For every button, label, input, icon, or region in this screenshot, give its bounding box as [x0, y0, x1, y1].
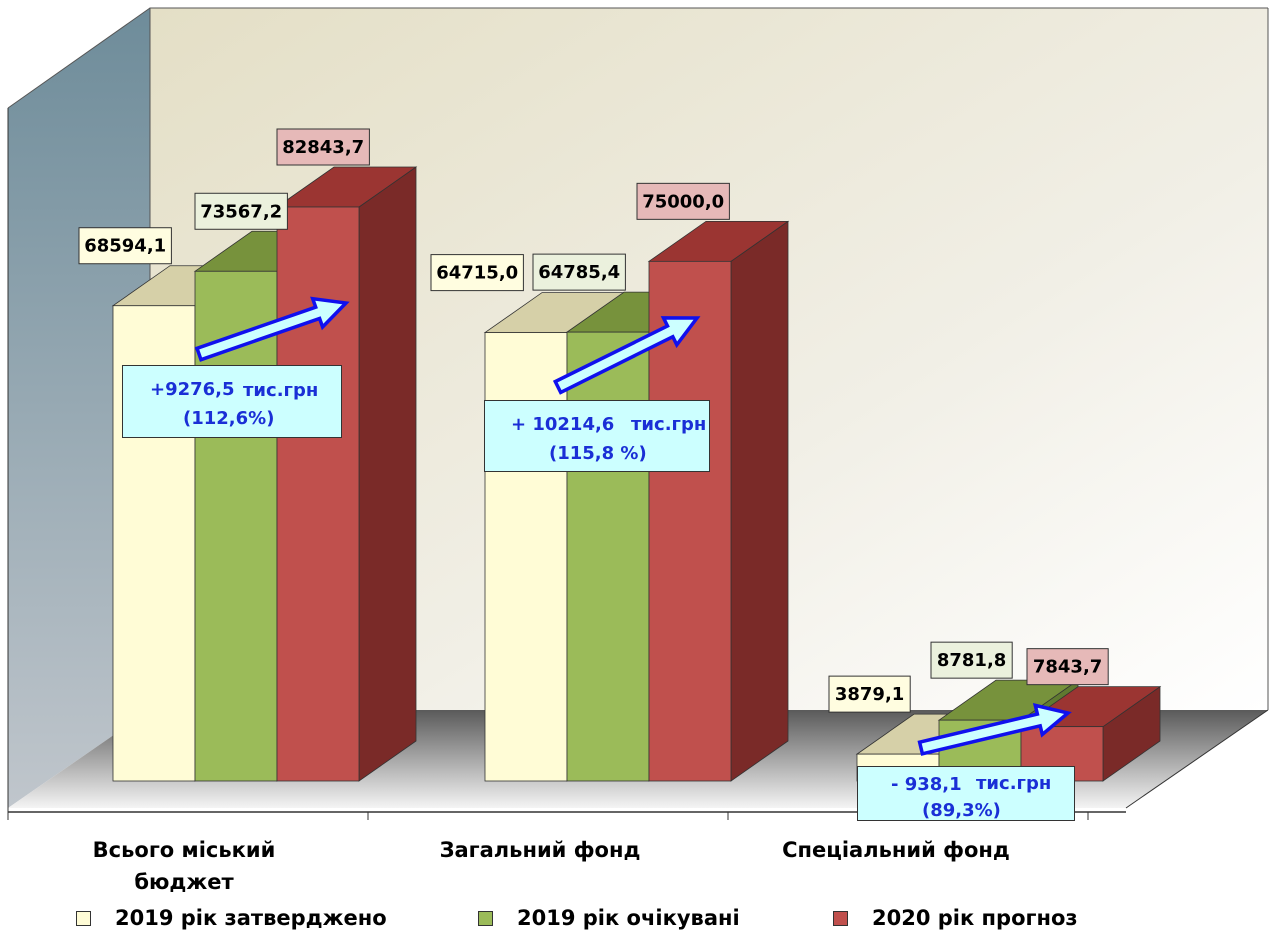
trend-arrow-3 [917, 703, 1072, 756]
annotation-change: +9276,5 [150, 379, 235, 400]
annotation-box-total: +9276,5 тис.грн (112,6%) [122, 365, 342, 438]
legend: 2019 рік затверджено 2019 рік очікувані … [0, 906, 1274, 940]
data-label: 82843,7 [276, 128, 370, 166]
svg-text:8781,8: 8781,8 [937, 650, 1006, 671]
bar-2-3 [647, 220, 790, 782]
category-label-total: Всього міський бюджет [92, 838, 276, 894]
data-label: 64785,4 [532, 253, 626, 291]
annotation-percent: (112,6%) [183, 408, 275, 429]
legend-swatch [833, 910, 848, 926]
legend-item-2019-expected: 2019 рік очікувані [478, 906, 740, 930]
annotation-percent: (89,3%) [922, 800, 1001, 821]
annotation-box-general: + 10214,6 тис.грн (115,8 %) [484, 400, 710, 472]
legend-label: 2019 рік затверджено [115, 906, 387, 930]
svg-text:75000,0: 75000,0 [642, 191, 724, 212]
annotation-change: + 10214,6 [511, 414, 615, 435]
data-label: 8781,8 [930, 641, 1013, 679]
trend-arrow-2 [552, 316, 701, 395]
annotation-percent: (115,8 %) [549, 443, 647, 464]
svg-text:73567,2: 73567,2 [200, 201, 282, 222]
trend-arrow-1 [194, 296, 350, 362]
data-label: 3879,1 [828, 675, 911, 713]
annotation-unit: тис.грн [243, 380, 319, 401]
legend-swatch [478, 910, 493, 926]
data-label: 75000,0 [636, 182, 730, 220]
legend-label: 2019 рік очікувані [517, 906, 740, 930]
legend-swatch [76, 910, 91, 926]
data-label: 73567,2 [194, 192, 288, 230]
category-label-general: Загальний фонд [439, 838, 641, 862]
svg-text:64715,0: 64715,0 [436, 263, 518, 284]
legend-item-2019-approved: 2019 рік затверджено [76, 906, 387, 930]
data-label: 64715,0 [430, 254, 524, 292]
annotation-box-special: - 938,1 тис.грн (89,3%) [857, 766, 1075, 821]
annotation-unit: тис.грн [976, 773, 1052, 794]
data-label: 7843,7 [1026, 648, 1109, 686]
svg-text:64785,4: 64785,4 [538, 262, 620, 283]
category-label-special: Спеціальний фонд [782, 838, 1010, 862]
legend-label: 2020 рік прогноз [872, 906, 1078, 930]
svg-text:82843,7: 82843,7 [282, 137, 364, 158]
annotation-change: - 938,1 [891, 774, 962, 795]
svg-text:3879,1: 3879,1 [835, 684, 904, 705]
annotation-unit: тис.грн [631, 414, 707, 435]
svg-text:68594,1: 68594,1 [84, 236, 166, 257]
svg-text:7843,7: 7843,7 [1033, 657, 1102, 678]
bar-1-3 [275, 166, 418, 782]
legend-item-2020-forecast: 2020 рік прогноз [833, 906, 1078, 930]
data-label: 68594,1 [78, 227, 172, 265]
